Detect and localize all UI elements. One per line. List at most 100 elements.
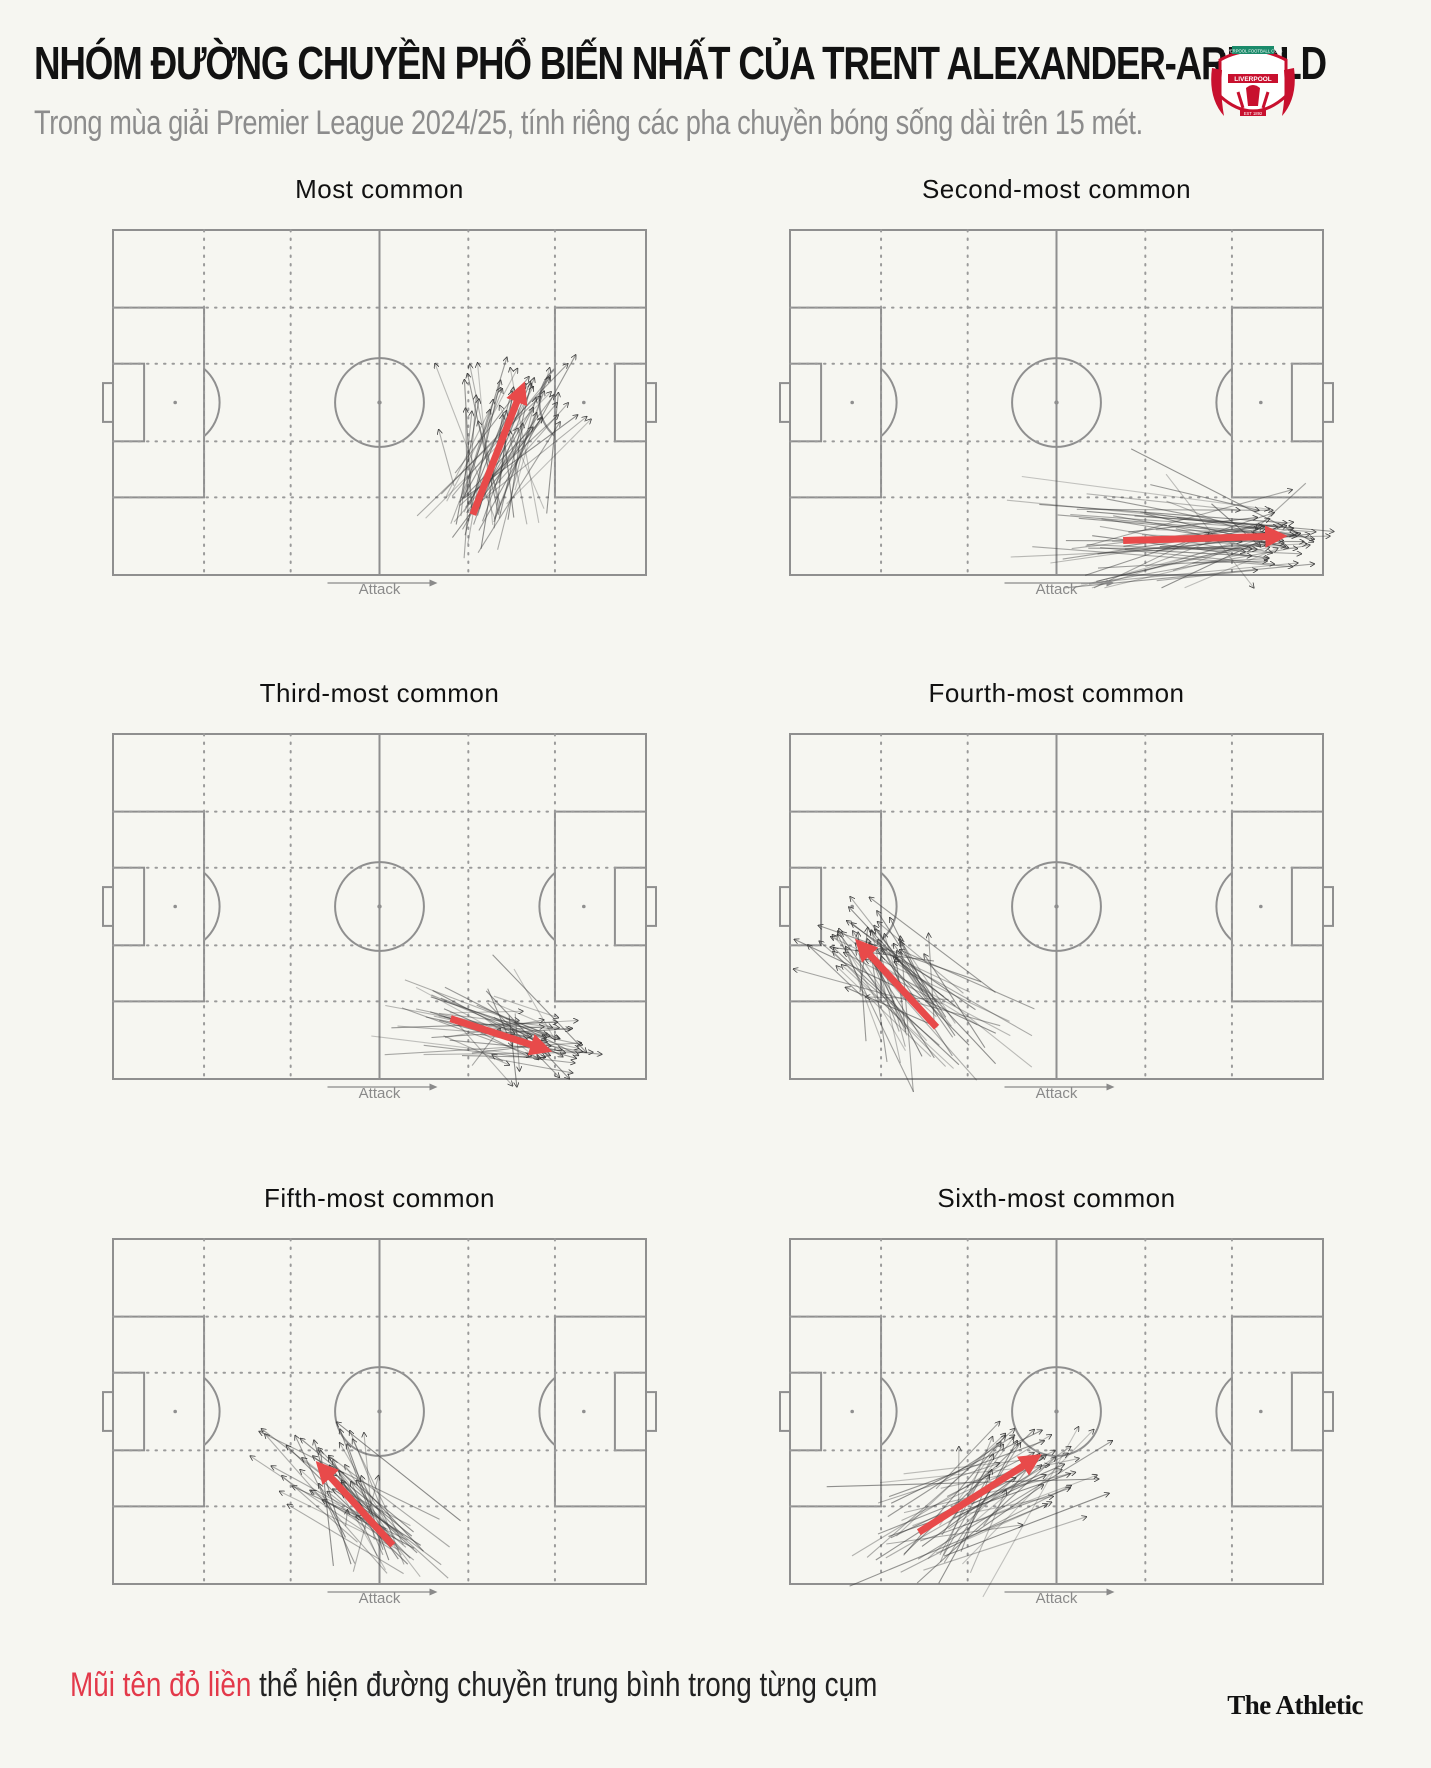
pass-line xyxy=(793,969,1001,1027)
pass-lines xyxy=(371,954,602,1087)
pass-line xyxy=(341,1482,449,1579)
pass-line xyxy=(464,380,501,536)
pass-line xyxy=(886,1525,1022,1545)
pass-line xyxy=(1178,522,1294,538)
pass-line xyxy=(1080,563,1298,585)
pass-line xyxy=(454,1020,513,1086)
pitch-markings xyxy=(779,229,1334,576)
pass-line xyxy=(493,391,544,520)
attack-label: Attack xyxy=(1035,1085,1078,1102)
pass-cluster-chart xyxy=(102,229,657,587)
pass-line xyxy=(506,419,592,505)
pass-line xyxy=(371,1035,531,1056)
pass-line xyxy=(467,399,493,545)
pass-line xyxy=(404,979,560,1039)
pass-line xyxy=(361,1476,379,1523)
pass-lines xyxy=(250,1422,461,1579)
pass-line xyxy=(415,1008,582,1045)
pass-line xyxy=(846,947,906,1051)
pass-cluster-chart xyxy=(779,1238,1334,1598)
pass-cluster-chart xyxy=(102,733,657,1091)
pass-line xyxy=(459,415,559,506)
pass-line xyxy=(1088,548,1252,549)
pass-line xyxy=(487,999,553,1027)
pass-line xyxy=(869,897,996,993)
legend: Mũi tên đỏ liền thể hiện đường chuyền tr… xyxy=(70,1665,877,1705)
attack-direction-arrow xyxy=(327,1083,438,1091)
attack-label: Attack xyxy=(358,1085,401,1102)
pass-line xyxy=(464,379,473,509)
pass-line xyxy=(439,429,455,486)
pass-line xyxy=(953,1475,1046,1519)
pass-line xyxy=(1039,503,1287,523)
pass-line xyxy=(893,957,1033,1068)
pass-line xyxy=(1192,561,1268,563)
pass-line xyxy=(896,1433,1005,1537)
pass-line xyxy=(493,413,537,523)
pass-line xyxy=(935,1421,1000,1490)
pass-line xyxy=(1165,473,1254,588)
pass-line xyxy=(477,422,560,553)
pass-line xyxy=(347,1444,390,1561)
page-title: NHÓM ĐƯỜNG CHUYỀN PHỔ BIẾN NHẤT CỦA TREN… xyxy=(34,37,1327,89)
pass-line xyxy=(1085,490,1293,547)
pass-line xyxy=(385,1004,559,1039)
pass-cluster-chart xyxy=(102,1238,657,1596)
pass-line xyxy=(1021,475,1269,510)
attack-direction-arrow xyxy=(327,1588,438,1596)
pass-line xyxy=(897,951,939,1016)
pass-line xyxy=(1097,559,1268,569)
pass-cluster-chart xyxy=(779,733,1334,1093)
pass-line xyxy=(875,929,936,1009)
pass-line xyxy=(1092,535,1269,559)
pass-lines xyxy=(826,1421,1113,1598)
pass-line xyxy=(463,410,490,495)
pass-line xyxy=(1057,514,1294,535)
pass-line xyxy=(353,1439,404,1546)
pass-line xyxy=(470,364,501,514)
pass-line xyxy=(432,990,515,1035)
pass-line xyxy=(279,1491,400,1551)
pass-line xyxy=(888,1474,1071,1538)
pass-line xyxy=(455,399,479,525)
pass-line xyxy=(850,897,952,1027)
pass-line xyxy=(250,1456,392,1550)
attack-direction-arrow xyxy=(1004,1588,1115,1596)
pass-line xyxy=(449,1011,523,1013)
pass-line xyxy=(837,934,915,1093)
pass-line xyxy=(1086,493,1241,511)
pass-line xyxy=(493,995,559,1018)
pass-line xyxy=(329,1456,450,1548)
pass-line xyxy=(478,363,494,525)
pass-line xyxy=(1062,528,1267,560)
attack-direction-arrow xyxy=(1004,1083,1115,1091)
pass-line xyxy=(1086,510,1278,527)
pass-line xyxy=(460,411,472,517)
pass-line xyxy=(445,388,501,498)
pitch-markings xyxy=(102,229,657,576)
pass-line xyxy=(920,1488,1070,1542)
pass-line xyxy=(314,1440,352,1565)
pass-line xyxy=(874,925,954,1038)
pass-line xyxy=(903,1435,1006,1556)
legend-rest-text: thể hiện đường chuyền trung bình trong t… xyxy=(251,1666,878,1704)
pass-line xyxy=(350,1431,405,1565)
pass-line xyxy=(1063,564,1315,589)
pass-line xyxy=(336,1422,461,1522)
pass-line xyxy=(1184,548,1278,589)
pass-line xyxy=(929,933,935,1022)
pass-line xyxy=(869,944,970,1046)
pass-line xyxy=(322,1500,415,1549)
liverpool-crest-icon: LIVERPOOL FOOTBALL CLUB LIVERPOOL EST 18… xyxy=(1211,46,1295,116)
pass-line xyxy=(969,1490,1006,1574)
pass-line xyxy=(808,945,863,997)
pass-line xyxy=(476,1004,547,1034)
pass-line xyxy=(894,961,945,998)
pass-line xyxy=(469,417,587,512)
pass-line xyxy=(896,958,907,1033)
pass-line xyxy=(287,1504,404,1575)
pass-line xyxy=(943,1493,1109,1557)
pass-line xyxy=(444,986,579,1055)
pass-line xyxy=(833,951,946,1067)
mean-pass-arrow xyxy=(315,1460,396,1548)
